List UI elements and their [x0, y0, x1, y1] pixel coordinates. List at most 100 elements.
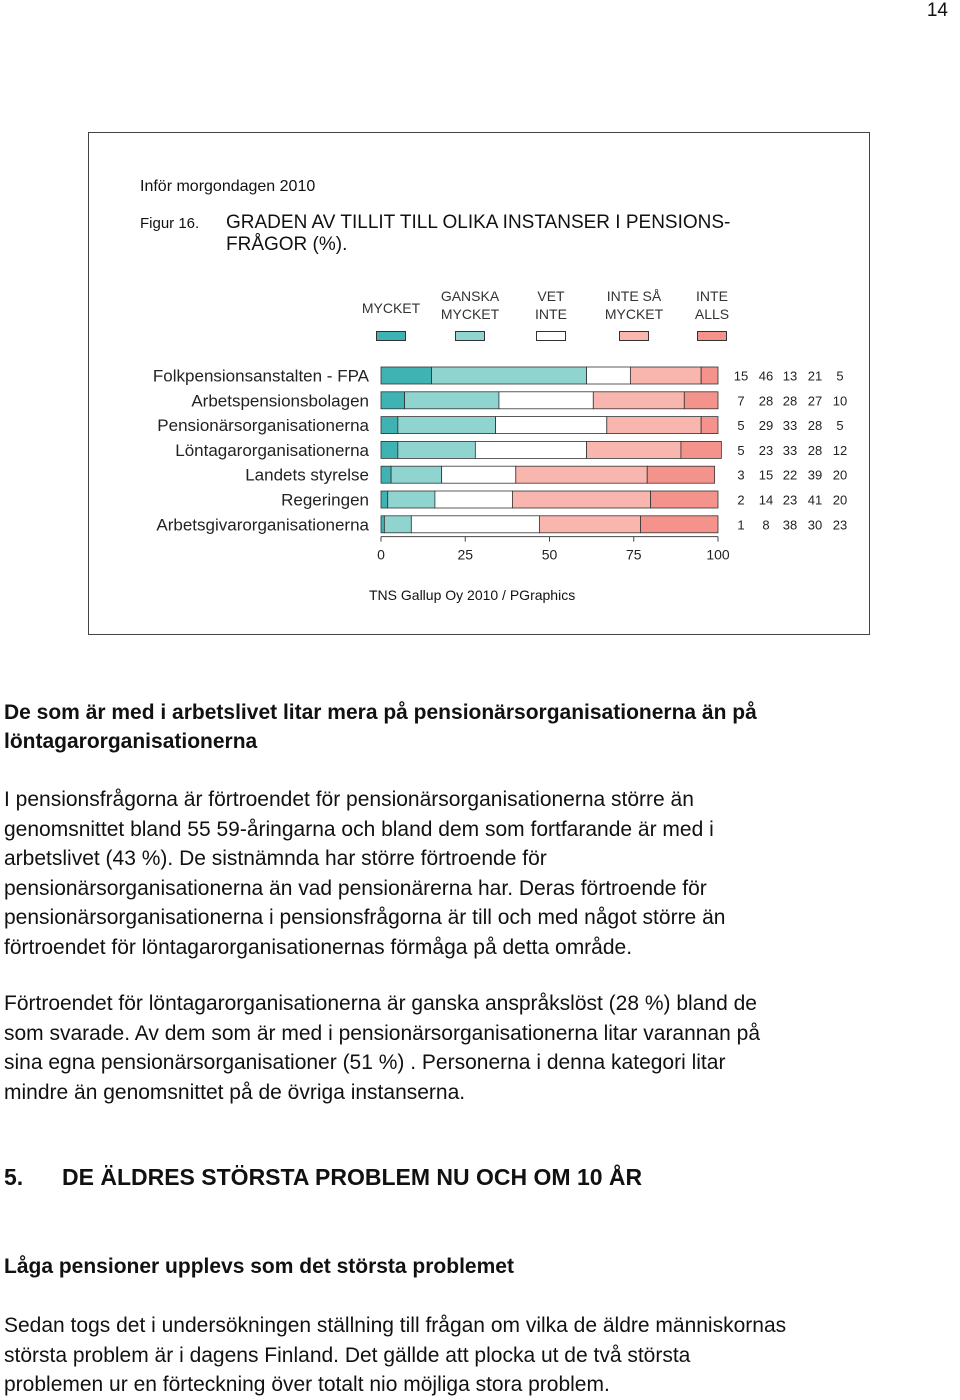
paragraph-2: Förtroendet för löntagarorganisationerna… [4, 989, 944, 1107]
figure-caption-title-line1: GRADEN AV TILLIT TILL OLIKA INSTANSER I … [226, 212, 731, 233]
bar-segment [592, 391, 685, 410]
category-label: Folkpensionsanstalten - FPA [153, 367, 370, 386]
data-label: 27 [808, 393, 822, 408]
data-label: 5 [737, 418, 744, 433]
paragraph-2-line: Förtroendet för löntagarorganisationerna… [4, 992, 757, 1015]
data-label: 13 [783, 369, 797, 384]
bar-segment [404, 391, 500, 410]
data-label: 38 [783, 517, 797, 532]
data-label: 1 [737, 517, 744, 532]
bar-segment [380, 416, 399, 435]
data-label: 10 [833, 393, 847, 408]
data-label: 30 [808, 517, 822, 532]
bar-segment [586, 366, 631, 385]
bar-segment [700, 416, 719, 435]
figure-frame: Inför morgondagen 2010 Figur 16. GRADEN … [88, 132, 870, 635]
bar-segment [410, 515, 540, 534]
data-label: 5 [836, 418, 843, 433]
paragraph-1-line: I pensionsfrågorna är förtroendet för pe… [4, 788, 694, 811]
data-label: 2 [737, 493, 744, 508]
paragraph-1-line: pensionärsorganisationerna i pensionsfrå… [4, 906, 726, 929]
x-tick-label: 100 [706, 547, 730, 563]
data-label: 7 [737, 393, 744, 408]
category-label: Regeringen [281, 491, 369, 510]
bar-segment [397, 440, 476, 459]
paragraph-3-line: största problem är i dagens Finland. Det… [4, 1343, 691, 1367]
data-label: 46 [759, 369, 773, 384]
legend-swatch-vet-inte [536, 331, 566, 341]
paragraph-2-line: som svarade. Av dem som är med i pension… [4, 1021, 761, 1045]
legend-label-vet-inte: VET INTE [535, 288, 567, 322]
section-heading: 5. DE ÄLDRES STÖRSTA PROBLEM NU OCH OM 1… [4, 1164, 944, 1191]
bar-segment [434, 490, 513, 509]
bar-segment [498, 391, 594, 410]
category-label: Pensionärsorganisationerna [157, 416, 369, 435]
data-label: 15 [759, 468, 773, 483]
paragraph-1: I pensionsfrågorna är förtroendet för pe… [4, 785, 944, 962]
data-label: 5 [737, 443, 744, 458]
x-tick-label: 0 [377, 547, 385, 563]
data-label: 20 [833, 493, 847, 508]
bar-segment [515, 465, 648, 484]
bar-segment [640, 515, 719, 534]
category-label: Löntagarorganisationerna [175, 441, 369, 460]
data-label: 33 [783, 443, 797, 458]
paragraph-1-line: genomsnittet bland 55 59-åringarna och b… [4, 817, 714, 841]
paragraph-2-line: mindre än genomsnittet på de övriga inst… [4, 1080, 466, 1104]
data-label: 20 [833, 468, 847, 483]
section-number: 5. [4, 1164, 24, 1190]
data-label: 41 [808, 493, 822, 508]
bar-segment [474, 440, 587, 459]
legend-label-ganska-mycket: GANSKA MYCKET [440, 288, 500, 322]
bar-segment [646, 465, 716, 484]
data-label: 39 [808, 468, 822, 483]
paragraph-1-line: förtroendet för löntagarorganisationerna… [4, 935, 633, 959]
bar-segment [629, 366, 702, 385]
bar-segment [441, 465, 517, 484]
bar-segment [397, 416, 496, 435]
paragraph-3-line: Sedan togs det i undersökningen ställnin… [4, 1314, 787, 1337]
bar-segment [380, 490, 389, 509]
legend-label-inte-sa-mycket: INTE SÅ MYCKET [604, 288, 664, 322]
bar-segment [380, 366, 432, 385]
bar-segment [383, 515, 412, 534]
paragraph-2-line: sina egna pensionärsorganisationer (51 %… [4, 1051, 726, 1074]
data-label: 23 [833, 517, 847, 532]
bar-segment [431, 366, 587, 385]
bar-segment [538, 515, 641, 534]
legend-swatch-inte-sa-mycket [619, 331, 649, 341]
data-label: 3 [737, 468, 744, 483]
page-number: 14 [926, 0, 948, 21]
figure-header: Inför morgondagen 2010 [140, 178, 316, 195]
data-label: 12 [833, 443, 847, 458]
data-label: 23 [759, 443, 773, 458]
category-label: Arbetsgivarorganisationerna [156, 515, 369, 534]
bar-segment [390, 465, 443, 484]
paragraph-1-line: arbetslivet (43 %). De sistnämnda har st… [4, 847, 547, 870]
data-label: 28 [783, 393, 797, 408]
data-label: 28 [808, 443, 822, 458]
data-label: 21 [808, 369, 822, 384]
bar-segment [650, 490, 719, 509]
paragraph-1-line: pensionärsorganisationerna än vad pensio… [4, 876, 707, 900]
figure-source: TNS Gallup Oy 2010 / PGraphics [369, 587, 576, 603]
category-label: Arbetspensionsbolagen [191, 391, 369, 410]
paragraph-3-line: problemen ur en förteckning över totalt … [4, 1373, 610, 1396]
data-label: 28 [808, 418, 822, 433]
data-label: 15 [734, 369, 748, 384]
bar-segment [495, 416, 608, 435]
data-label: 28 [759, 393, 773, 408]
figure-caption-number: Figur 16. [140, 215, 200, 232]
bar-segment [680, 440, 722, 459]
heading-line-2: löntagarorganisationerna [4, 730, 258, 753]
bar-segment [683, 391, 719, 410]
section-title: DE ÄLDRES STÖRSTA PROBLEM NU OCH OM 10 Å… [62, 1164, 643, 1190]
legend-label-mycket: MYCKET [361, 300, 421, 316]
data-label: 14 [759, 493, 773, 508]
x-tick-label: 50 [542, 547, 558, 563]
figure-caption-title-line2: FRÅGOR (%). [226, 234, 348, 255]
bar-segment [380, 440, 399, 459]
bar-segment [512, 490, 651, 509]
bar-segment [586, 440, 682, 459]
data-label: 23 [783, 493, 797, 508]
